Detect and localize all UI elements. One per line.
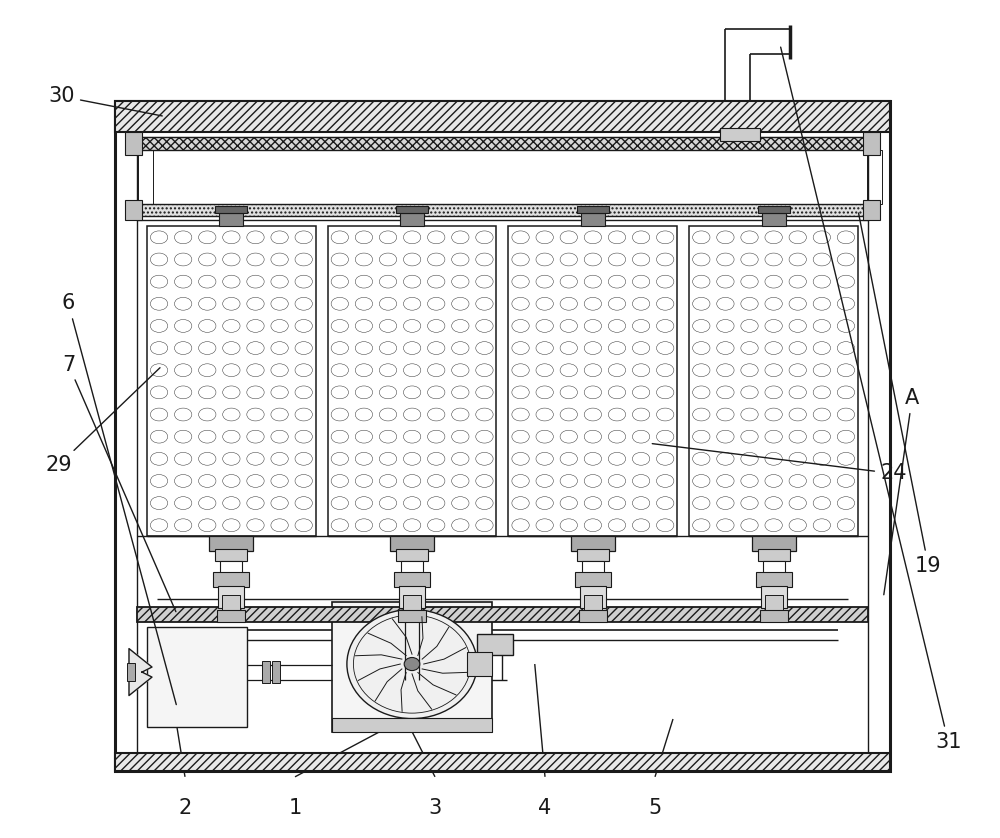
Bar bbox=[401, 561, 423, 573]
Bar bbox=[394, 572, 430, 587]
Bar bbox=[720, 128, 760, 141]
Polygon shape bbox=[129, 649, 152, 696]
Text: 29: 29 bbox=[45, 368, 160, 475]
Bar bbox=[762, 213, 786, 226]
Bar bbox=[115, 753, 890, 771]
Bar bbox=[137, 137, 868, 150]
Circle shape bbox=[404, 658, 420, 670]
Bar bbox=[262, 661, 270, 683]
Bar bbox=[217, 610, 245, 622]
Bar bbox=[332, 718, 492, 732]
Bar bbox=[147, 226, 316, 536]
Bar bbox=[396, 549, 428, 561]
Bar bbox=[577, 549, 609, 561]
Bar bbox=[580, 586, 606, 608]
Bar bbox=[763, 561, 785, 573]
Bar bbox=[220, 561, 242, 573]
Bar bbox=[477, 634, 513, 655]
Bar bbox=[765, 595, 783, 610]
Bar bbox=[127, 663, 135, 681]
Circle shape bbox=[347, 609, 477, 718]
Bar bbox=[758, 549, 790, 561]
Text: 24: 24 bbox=[652, 443, 906, 484]
Bar bbox=[125, 132, 142, 155]
Bar bbox=[399, 586, 425, 608]
Bar bbox=[400, 213, 424, 226]
Text: A: A bbox=[884, 388, 919, 595]
Text: 19: 19 bbox=[859, 213, 942, 576]
Bar bbox=[467, 652, 492, 675]
Bar bbox=[577, 206, 609, 213]
Bar bbox=[218, 586, 244, 608]
Bar bbox=[863, 200, 880, 220]
Bar bbox=[581, 213, 605, 226]
Bar bbox=[125, 200, 142, 220]
Bar bbox=[209, 536, 253, 551]
Bar bbox=[758, 206, 790, 213]
Text: 7: 7 bbox=[62, 354, 176, 612]
Bar bbox=[867, 150, 882, 204]
Text: 30: 30 bbox=[48, 86, 162, 116]
Bar bbox=[761, 586, 787, 608]
Bar bbox=[396, 206, 428, 213]
Bar bbox=[403, 595, 421, 610]
Bar bbox=[582, 561, 604, 573]
Bar bbox=[213, 572, 249, 587]
Bar bbox=[571, 536, 615, 551]
Bar bbox=[508, 226, 677, 536]
Text: 31: 31 bbox=[781, 47, 962, 752]
Bar bbox=[222, 595, 240, 610]
Bar bbox=[215, 206, 247, 213]
Bar bbox=[390, 536, 434, 551]
Text: 4: 4 bbox=[538, 798, 552, 818]
Bar bbox=[215, 549, 247, 561]
Text: 2: 2 bbox=[178, 798, 192, 818]
Bar bbox=[137, 607, 868, 622]
Bar bbox=[115, 101, 890, 132]
Bar bbox=[398, 610, 426, 622]
Bar bbox=[584, 595, 602, 610]
Bar bbox=[760, 610, 788, 622]
Bar bbox=[147, 627, 247, 727]
Bar bbox=[137, 204, 868, 216]
Text: 6: 6 bbox=[62, 293, 176, 705]
Bar bbox=[219, 213, 243, 226]
Bar bbox=[756, 572, 792, 587]
Bar bbox=[579, 610, 607, 622]
Bar bbox=[115, 101, 890, 771]
Bar bbox=[332, 602, 492, 732]
Bar bbox=[272, 661, 280, 683]
Text: 3: 3 bbox=[428, 798, 442, 818]
Text: 5: 5 bbox=[648, 798, 662, 818]
Bar bbox=[863, 132, 880, 155]
Bar bbox=[138, 150, 153, 204]
Bar bbox=[689, 226, 858, 536]
Text: 1: 1 bbox=[288, 798, 302, 818]
Bar bbox=[575, 572, 611, 587]
Bar bbox=[328, 226, 496, 536]
Bar bbox=[752, 536, 796, 551]
